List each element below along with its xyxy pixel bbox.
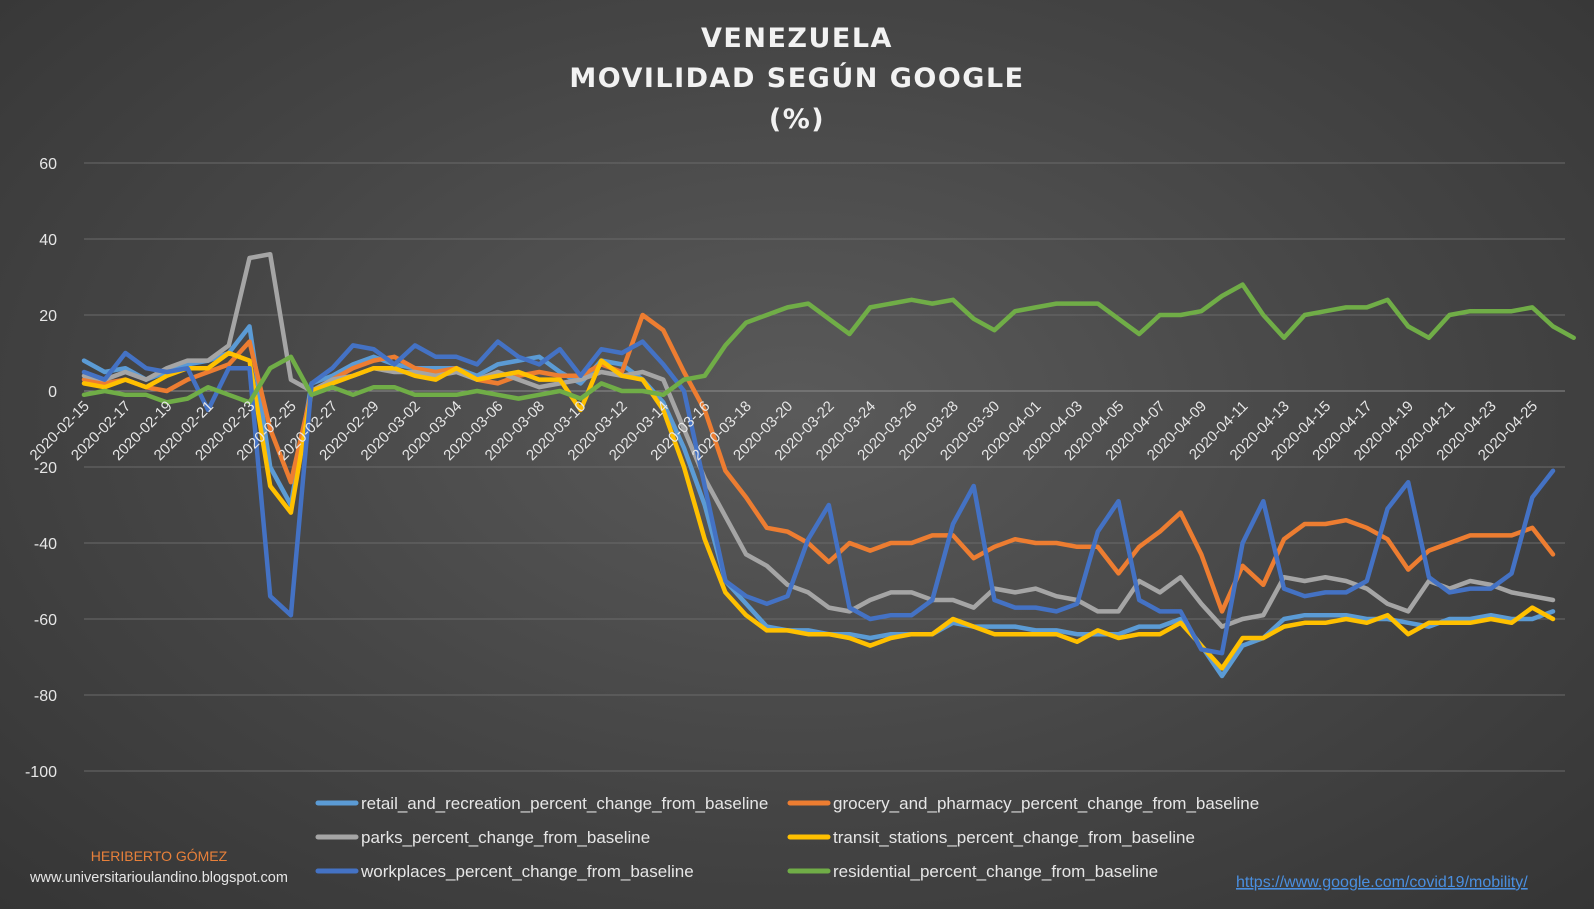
grid bbox=[84, 162, 1565, 772]
y-tick-label: 60 bbox=[39, 156, 57, 173]
author-credit: HERIBERTO GÓMEZ bbox=[91, 848, 228, 864]
y-tick-label: 40 bbox=[39, 232, 57, 249]
legend-label-residential: residential_percent_change_from_baseline bbox=[833, 862, 1158, 881]
legend: retail_and_recreation_percent_change_fro… bbox=[315, 794, 1259, 881]
source-link[interactable]: https://www.google.com/covid19/mobility/ bbox=[1236, 874, 1528, 891]
blog-url: www.universitarioulandino.blogspot.com bbox=[29, 870, 288, 886]
y-tick-label: -40 bbox=[34, 536, 57, 553]
y-tick-label: -60 bbox=[34, 612, 57, 629]
series-line-transit bbox=[81, 350, 1556, 671]
legend-label-parks: parks_percent_change_from_baseline bbox=[361, 828, 650, 847]
legend-label-retail: retail_and_recreation_percent_change_fro… bbox=[361, 794, 768, 813]
y-axis-ticks: 60 40 20 0 -20 -40 -60 -80 -100 bbox=[25, 156, 57, 781]
y-tick-label: -100 bbox=[25, 764, 57, 781]
title-line-1: VENEZUELA bbox=[701, 23, 893, 54]
chart-title: VENEZUELA MOVILIDAD SEGÚN GOOGLE (%) bbox=[569, 23, 1024, 135]
legend-label-grocery: grocery_and_pharmacy_percent_change_from… bbox=[833, 794, 1259, 813]
title-line-3: (%) bbox=[769, 104, 825, 135]
y-tick-label: 0 bbox=[48, 384, 57, 401]
series-line-residential bbox=[81, 282, 1576, 405]
y-tick-label: -20 bbox=[34, 460, 57, 477]
x-axis-ticks: 2020-02-152020-02-172020-02-192020-02-21… bbox=[27, 398, 1542, 464]
series-line-parks bbox=[81, 251, 1556, 629]
series-line-workplaces bbox=[81, 339, 1556, 656]
y-tick-label: -80 bbox=[34, 688, 57, 705]
y-tick-label: 20 bbox=[39, 308, 57, 325]
title-line-2: MOVILIDAD SEGÚN GOOGLE bbox=[569, 62, 1024, 94]
legend-label-workplaces: workplaces_percent_change_from_baseline bbox=[360, 862, 694, 881]
series-lines bbox=[81, 251, 1576, 679]
legend-label-transit: transit_stations_percent_change_from_bas… bbox=[833, 828, 1195, 847]
